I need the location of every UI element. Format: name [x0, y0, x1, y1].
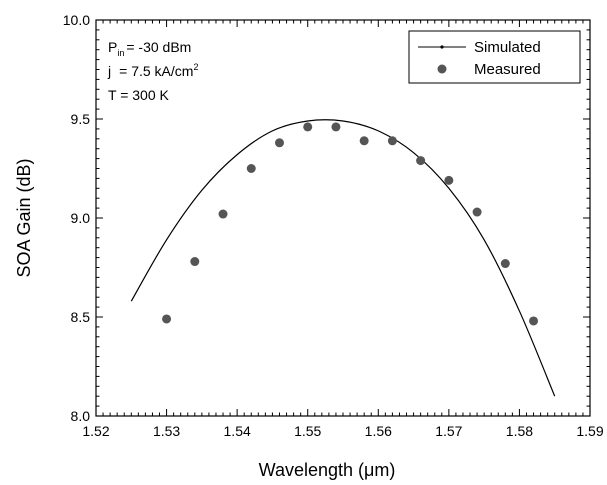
x-tick-label: 1.53 — [153, 423, 180, 439]
x-tick-label: 1.55 — [294, 423, 321, 439]
measured-point — [274, 138, 284, 148]
annotation-power-value: = -30 dBm — [126, 39, 191, 55]
measured-point — [218, 209, 228, 219]
y-tick-labels: 8.0 8.5 9.0 9.5 10.0 — [63, 12, 90, 424]
x-tick-label: 1.52 — [82, 423, 109, 439]
measured-point — [303, 122, 313, 132]
measured-point — [500, 259, 510, 269]
legend-measured-label: Measured — [474, 61, 541, 78]
y-tick-label: 8.5 — [71, 309, 91, 325]
x-tick-label: 1.57 — [435, 423, 462, 439]
annotation-power-symbol: P — [108, 39, 117, 55]
measured-point — [246, 164, 256, 173]
x-tick-label: 1.56 — [365, 423, 392, 439]
legend-simulated-label: Simulated — [474, 39, 541, 56]
measured-point — [529, 316, 539, 326]
y-tick-label: 10.0 — [63, 12, 90, 28]
x-tick-label: 1.58 — [506, 423, 533, 439]
measured-point — [416, 156, 426, 166]
y-tick-label: 9.5 — [71, 111, 91, 127]
y-axis-label: SOA Gain (dB) — [14, 158, 34, 277]
legend-simulated-marker — [440, 45, 444, 49]
annotation-block: Pin = -30 dBm j = 7.5 kA/cm2 T = 300 K — [107, 39, 198, 103]
measured-point — [472, 207, 482, 217]
y-tick-label: 9.0 — [71, 210, 91, 226]
minor-ticks — [96, 20, 590, 416]
series-measured — [162, 122, 539, 326]
measured-point — [359, 136, 369, 146]
measured-point — [444, 175, 454, 185]
annotation-current: j = 7.5 kA/cm2 — [107, 62, 198, 79]
legend-measured-marker — [437, 64, 447, 74]
annotation-current-superscript: 2 — [193, 62, 198, 72]
x-axis-label: Wavelength (μm) — [259, 460, 396, 480]
simulated-curve — [130, 119, 556, 397]
x-tick-label: 1.59 — [576, 423, 603, 439]
annotation-current-value: = 7.5 kA/cm — [119, 63, 193, 79]
major-ticks — [95, 19, 591, 417]
y-tick-label: 8.0 — [71, 408, 91, 424]
measured-point — [190, 257, 200, 267]
legend-box — [408, 30, 581, 84]
annotation-power: Pin = -30 dBm — [108, 39, 191, 58]
measured-point — [331, 122, 341, 132]
measured-point — [162, 314, 172, 324]
series-simulated — [130, 119, 556, 397]
x-tick-label: 1.54 — [224, 423, 251, 439]
annotation-temperature: T = 300 K — [108, 87, 170, 103]
measured-point — [387, 136, 397, 146]
legend: Simulated Measured — [408, 30, 581, 84]
x-tick-labels: 1.52 1.53 1.54 1.55 1.56 1.57 1.58 1.59 — [82, 423, 603, 439]
annotation-power-subscript: in — [117, 48, 124, 58]
annotation-current-symbol: j — [107, 63, 111, 79]
